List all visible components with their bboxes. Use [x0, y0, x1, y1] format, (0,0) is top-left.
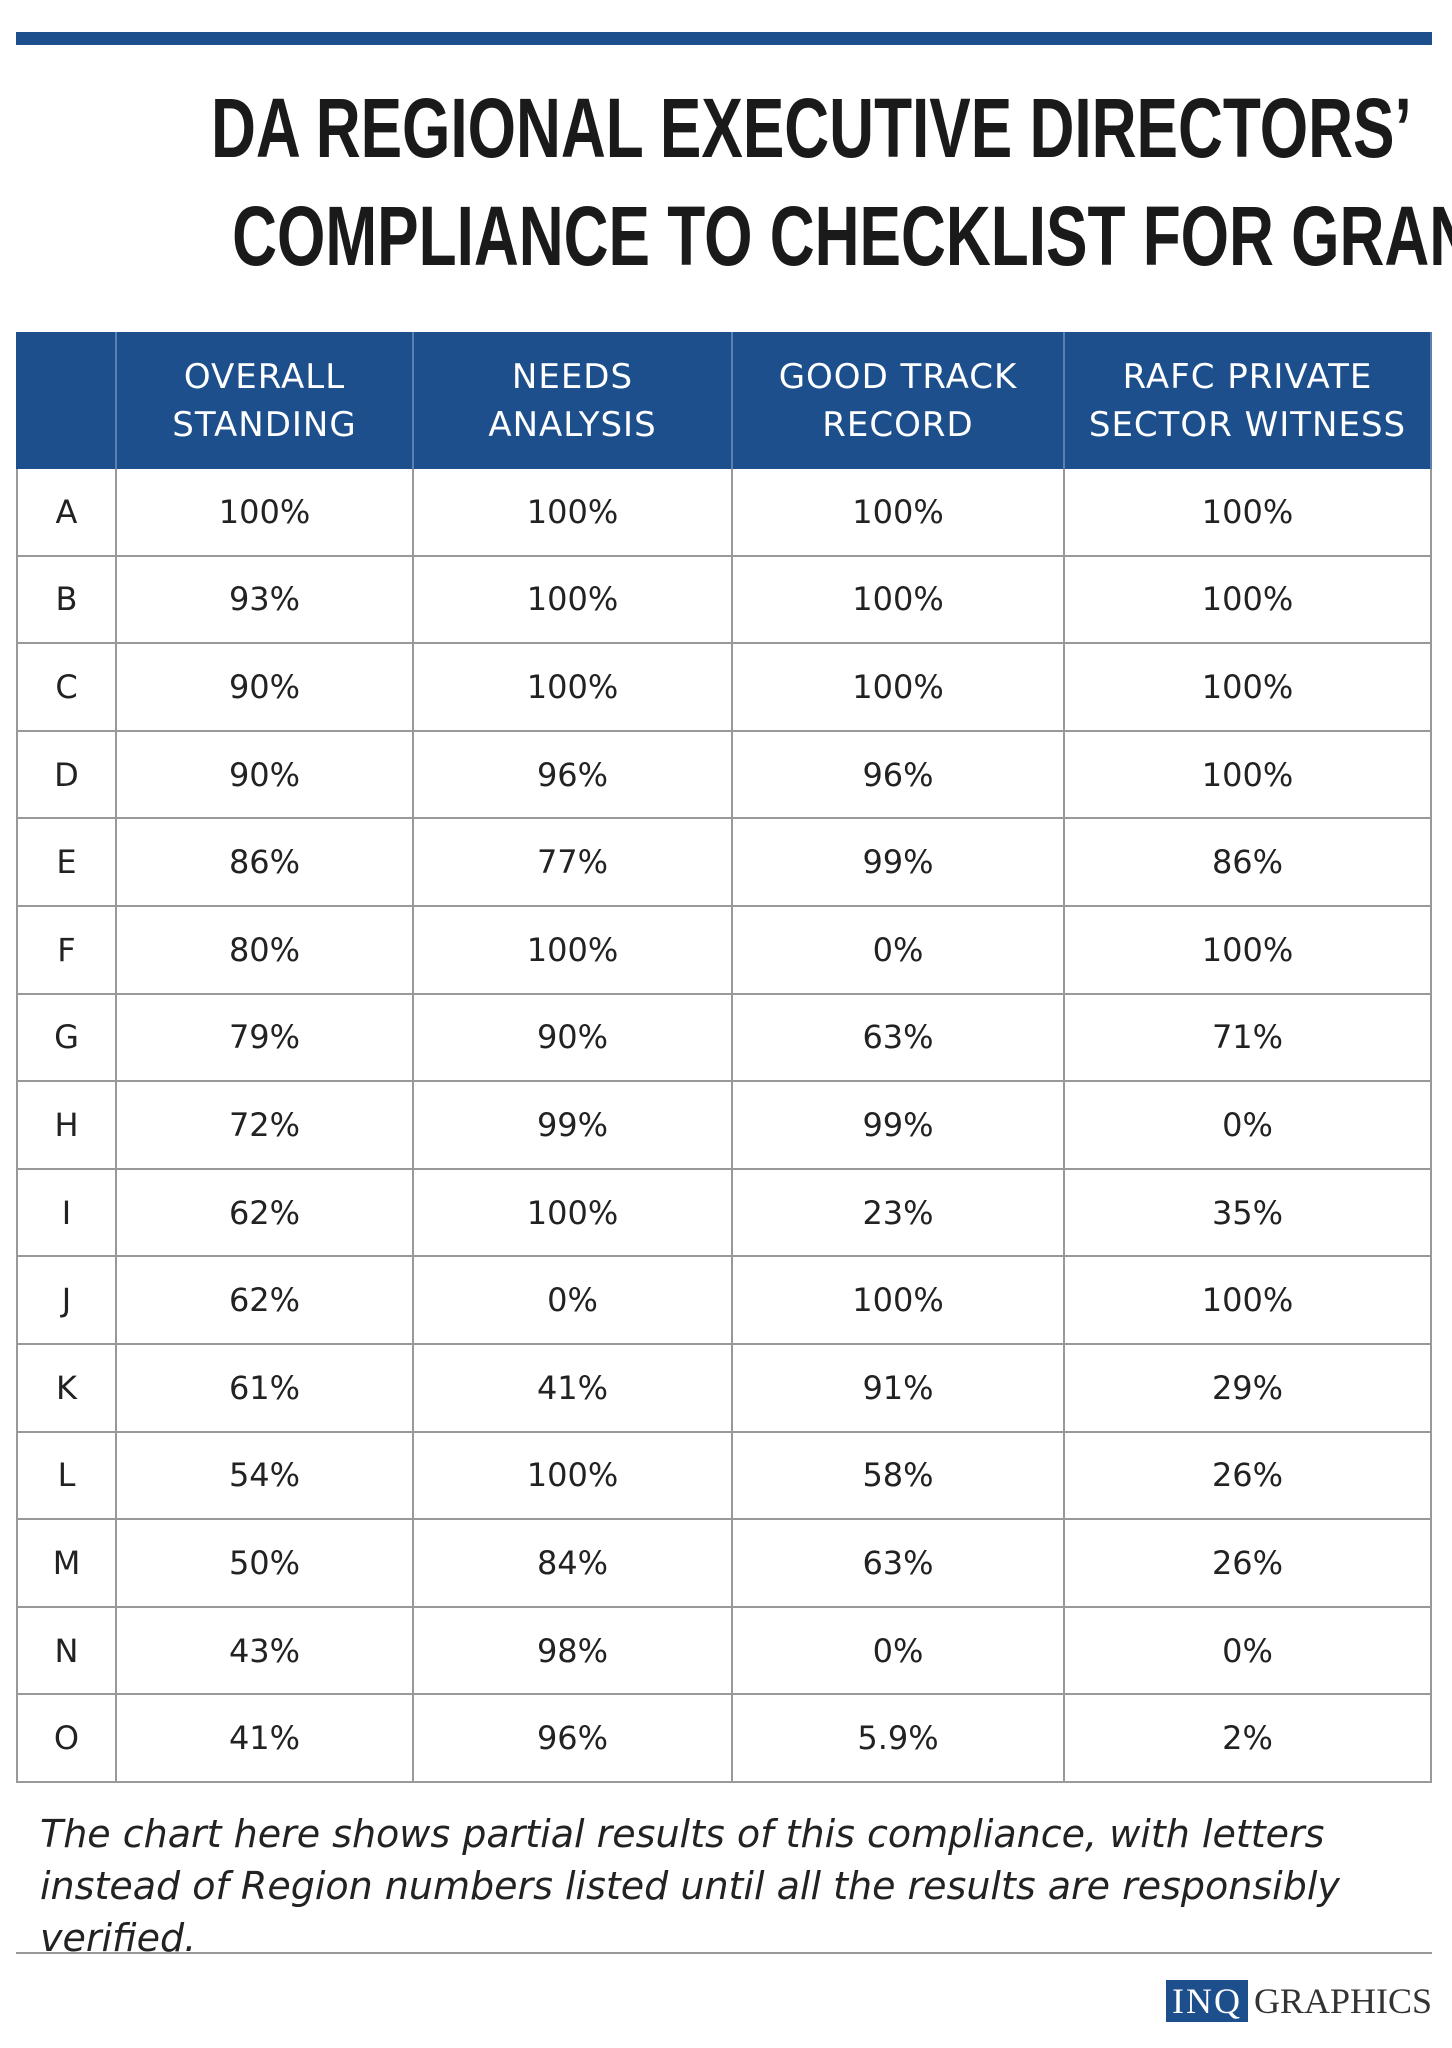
cell: 80%: [117, 907, 414, 995]
cell: 43%: [117, 1607, 414, 1696]
row-label: L: [16, 1432, 117, 1521]
divider: [16, 1952, 1432, 1954]
cell: 77%: [414, 819, 733, 907]
header-line: SECTOR WITNESS: [1088, 404, 1407, 445]
cell: 91%: [733, 1345, 1065, 1433]
cell: 50%: [117, 1520, 414, 1608]
footnote: The chart here shows partial results of …: [40, 1812, 1340, 1960]
cell: 0%: [733, 907, 1065, 995]
cell: 26%: [1065, 1432, 1432, 1521]
header-cell: NEEDS ANALYSIS: [414, 332, 733, 469]
row-label: D: [16, 731, 117, 820]
cell: 90%: [117, 731, 414, 820]
row-label: A: [16, 469, 117, 557]
cell: 0%: [1065, 1607, 1432, 1696]
cell: 0%: [1065, 1082, 1432, 1170]
row-label: N: [16, 1607, 117, 1696]
cell: 100%: [414, 556, 733, 645]
header-cell: OVERALL STANDING: [117, 332, 414, 469]
cell: 61%: [117, 1345, 414, 1433]
cell: 72%: [117, 1082, 414, 1170]
cell: 62%: [117, 1257, 414, 1345]
cell: 100%: [733, 644, 1065, 732]
logo-mark: INQ: [1165, 1980, 1248, 2022]
cell: 0%: [733, 1607, 1065, 1696]
cell: 100%: [1065, 731, 1432, 820]
cell: 96%: [414, 731, 733, 820]
cell: 41%: [117, 1695, 414, 1783]
cell: 100%: [733, 1257, 1065, 1345]
cell: 96%: [414, 1695, 733, 1783]
cell: 54%: [117, 1432, 414, 1521]
row-label: K: [16, 1345, 117, 1433]
row-label: G: [16, 994, 117, 1083]
cell: 2%: [1065, 1695, 1432, 1783]
title: COMPLIANCE TO CHECKLIST FOR GRANTS: [0, 188, 1452, 285]
cell: 0%: [414, 1257, 733, 1345]
cell: 100%: [733, 469, 1065, 557]
cell: 98%: [414, 1607, 733, 1696]
header-cell: RAFC PRIVATE SECTOR WITNESS: [1065, 332, 1432, 469]
cell: 26%: [1065, 1520, 1432, 1608]
cell: 100%: [1065, 644, 1432, 732]
row-label: E: [16, 819, 117, 907]
row-label: B: [16, 556, 117, 645]
cell: 99%: [733, 1082, 1065, 1170]
title-line: DA REGIONAL EXECUTIVE DIRECTORS’: [210, 81, 1412, 175]
row-label: C: [16, 644, 117, 732]
cell: 100%: [414, 469, 733, 557]
top-bar: [16, 32, 1432, 45]
header-line: ANALYSIS: [488, 404, 657, 445]
cell: 58%: [733, 1432, 1065, 1521]
cell: 90%: [117, 644, 414, 732]
header-line: STANDING: [172, 404, 357, 445]
cell: 100%: [733, 556, 1065, 645]
cell: 99%: [733, 819, 1065, 907]
title-line: COMPLIANCE TO CHECKLIST FOR GRANTS: [232, 189, 1452, 283]
cell: 100%: [414, 1432, 733, 1521]
cell: 63%: [733, 994, 1065, 1083]
cell: 86%: [117, 819, 414, 907]
cell: 62%: [117, 1169, 414, 1258]
cell: 100%: [1065, 556, 1432, 645]
row-label: M: [16, 1520, 117, 1608]
row-label: F: [16, 907, 117, 995]
header-cell: [16, 332, 117, 469]
cell: 100%: [117, 469, 414, 557]
cell: 100%: [1065, 1257, 1432, 1345]
cell: 93%: [117, 556, 414, 645]
cell: 5.9%: [733, 1695, 1065, 1783]
row-label: H: [16, 1082, 117, 1170]
cell: 84%: [414, 1520, 733, 1608]
cell: 86%: [1065, 819, 1432, 907]
cell: 100%: [1065, 469, 1432, 557]
logo: INQ GRAPHICS: [1165, 1980, 1432, 2022]
cell: 96%: [733, 731, 1065, 820]
row-label: I: [16, 1169, 117, 1258]
cell: 23%: [733, 1169, 1065, 1258]
cell: 100%: [414, 907, 733, 995]
header-line: NEEDS: [511, 356, 634, 397]
cell: 63%: [733, 1520, 1065, 1608]
title: DA REGIONAL EXECUTIVE DIRECTORS’: [0, 80, 1452, 177]
cell: 90%: [414, 994, 733, 1083]
header-line: OVERALL: [183, 356, 346, 397]
cell: 41%: [414, 1345, 733, 1433]
cell: 79%: [117, 994, 414, 1083]
cell: 100%: [414, 1169, 733, 1258]
row-label: J: [16, 1257, 117, 1345]
cell: 35%: [1065, 1169, 1432, 1258]
header-line: GOOD TRACK: [778, 356, 1018, 397]
cell: 29%: [1065, 1345, 1432, 1433]
cell: 100%: [414, 644, 733, 732]
cell: 99%: [414, 1082, 733, 1170]
cell: 71%: [1065, 994, 1432, 1083]
header-cell: GOOD TRACK RECORD: [733, 332, 1065, 469]
row-label: O: [16, 1695, 117, 1783]
cell: 100%: [1065, 907, 1432, 995]
logo-text: GRAPHICS: [1253, 1981, 1432, 2021]
header-line: RAFC PRIVATE: [1122, 356, 1373, 397]
header-line: RECORD: [822, 404, 974, 445]
